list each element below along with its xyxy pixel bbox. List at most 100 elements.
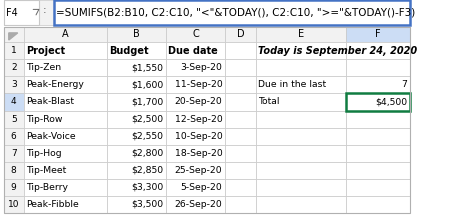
Text: F4: F4 [6, 8, 18, 18]
Text: :: : [43, 5, 47, 15]
Bar [256, 179, 346, 196]
Bar [225, 27, 256, 42]
Text: 5-Sep-20: 5-Sep-20 [181, 183, 222, 192]
Bar [24, 128, 107, 145]
Bar [24, 110, 107, 128]
Bar [256, 93, 346, 110]
Polygon shape [9, 33, 18, 40]
Bar [24, 76, 107, 93]
Text: Today is September 24, 2020: Today is September 24, 2020 [258, 46, 417, 56]
Text: $2,800: $2,800 [131, 149, 163, 158]
Bar [24, 42, 107, 59]
Text: $2,850: $2,850 [131, 166, 163, 175]
Bar [107, 110, 166, 128]
Bar [4, 42, 24, 59]
Bar [225, 76, 256, 93]
Bar [166, 93, 225, 110]
Bar [107, 128, 166, 145]
Text: 2: 2 [11, 63, 17, 72]
Text: 7: 7 [401, 80, 407, 90]
Bar [166, 42, 225, 59]
Bar [4, 59, 24, 76]
Text: $1,700: $1,700 [131, 97, 163, 107]
Bar [107, 162, 166, 179]
Bar [166, 179, 225, 196]
Bar [346, 196, 410, 213]
Text: E: E [298, 29, 304, 40]
Bar [256, 42, 346, 59]
Text: 4: 4 [11, 97, 17, 107]
Bar [225, 196, 256, 213]
Bar [4, 110, 24, 128]
Text: Tip-Zen: Tip-Zen [26, 63, 61, 72]
Bar [24, 145, 107, 162]
Text: $2,550: $2,550 [131, 131, 163, 141]
Text: 20-Sep-20: 20-Sep-20 [174, 97, 222, 107]
Text: $1,550: $1,550 [131, 63, 163, 72]
Text: Peak-Fibble: Peak-Fibble [26, 200, 79, 209]
Bar [166, 27, 225, 42]
Text: Project: Project [26, 46, 65, 56]
Bar [24, 196, 107, 213]
Bar [346, 27, 410, 42]
Bar [24, 179, 107, 196]
Text: C: C [192, 29, 199, 40]
Text: 12-Sep-20: 12-Sep-20 [174, 114, 222, 124]
Bar [346, 145, 410, 162]
Bar [4, 27, 24, 42]
Bar [4, 76, 24, 93]
Bar [4, 179, 24, 196]
Text: $3,500: $3,500 [131, 200, 163, 209]
Bar [107, 179, 166, 196]
Bar [256, 59, 346, 76]
Bar [107, 76, 166, 93]
Text: 3-Sep-20: 3-Sep-20 [181, 63, 222, 72]
Bar [225, 42, 256, 59]
Bar [225, 59, 256, 76]
Text: 1: 1 [11, 46, 17, 55]
Bar [256, 128, 346, 145]
Text: 8: 8 [11, 166, 17, 175]
Text: D: D [237, 29, 245, 40]
Bar [24, 27, 107, 42]
Text: $2,500: $2,500 [131, 114, 163, 124]
Bar [4, 0, 39, 25]
Bar [225, 179, 256, 196]
Text: 10-Sep-20: 10-Sep-20 [174, 131, 222, 141]
Text: 18-Sep-20: 18-Sep-20 [174, 149, 222, 158]
Bar [107, 145, 166, 162]
Bar [107, 93, 166, 110]
Bar [107, 27, 166, 42]
Text: Tip-Berry: Tip-Berry [26, 183, 68, 192]
Bar [107, 196, 166, 213]
Text: 9: 9 [11, 183, 17, 192]
Bar [225, 145, 256, 162]
Bar [225, 110, 256, 128]
Bar [166, 162, 225, 179]
Text: Tip-Meet: Tip-Meet [26, 166, 66, 175]
Bar [24, 93, 107, 110]
Text: 11-Sep-20: 11-Sep-20 [174, 80, 222, 90]
Bar [346, 93, 410, 110]
Bar [166, 196, 225, 213]
Bar [107, 59, 166, 76]
Bar [166, 110, 225, 128]
Text: Tip-Hog: Tip-Hog [26, 149, 62, 158]
Text: 3: 3 [11, 80, 17, 90]
Text: Peak-Energy: Peak-Energy [26, 80, 84, 90]
Bar [54, 0, 410, 25]
Bar [256, 27, 346, 42]
Bar [346, 42, 410, 59]
Text: $3,300: $3,300 [131, 183, 163, 192]
Bar [4, 196, 24, 213]
Bar [346, 110, 410, 128]
Bar [4, 0, 410, 25]
Bar [166, 128, 225, 145]
Bar [4, 162, 24, 179]
Text: A: A [62, 29, 68, 40]
Bar [166, 145, 225, 162]
Text: 5: 5 [11, 114, 17, 124]
Text: Due in the last: Due in the last [258, 80, 327, 90]
Text: Tip-Row: Tip-Row [26, 114, 63, 124]
Bar [256, 162, 346, 179]
